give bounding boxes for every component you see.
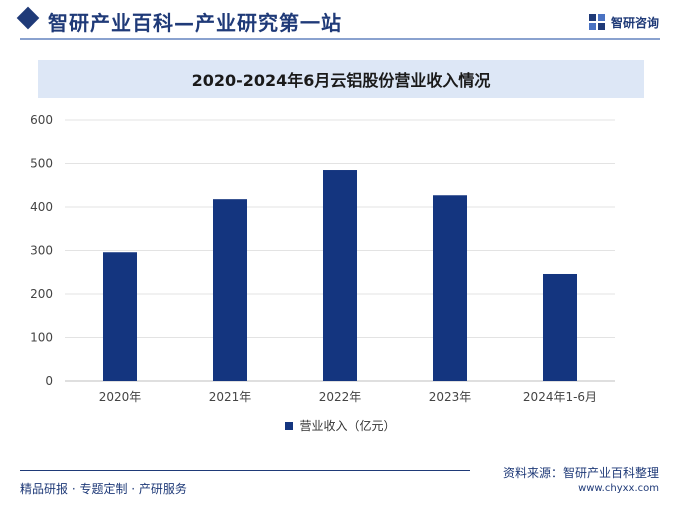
legend-swatch [285,421,294,430]
y-tick-label: 500 [30,157,53,171]
footer-tagline: 精品研报 · 专题定制 · 产研服务 [20,482,187,496]
header: 智研产业百科—产业研究第一站 智研咨询 [0,0,681,44]
x-tick-label: 2020年 [99,390,142,404]
bar [103,252,137,381]
brand-name: 智研咨询 [610,15,659,30]
legend-label: 营业收入（亿元） [299,419,396,433]
footer-divider [20,470,470,471]
x-tick-label: 2021年 [209,390,252,404]
bar [323,170,357,381]
legend: 营业收入（亿元） [0,417,681,434]
brand-logo-icon [588,14,605,30]
x-tick-label: 2023年 [429,390,472,404]
bars [103,170,577,381]
website-url: www.chyxx.com [578,483,659,494]
x-tick-label: 2024年1-6月 [523,390,597,404]
bar [433,195,467,381]
y-tick-label: 100 [30,331,53,345]
bar [213,199,247,381]
header-title: 智研产业百科—产业研究第一站 [48,11,342,35]
y-tick-label: 200 [30,287,53,301]
y-tick-label: 600 [30,113,53,127]
y-tick-label: 300 [30,244,53,258]
source-note: 资料来源：智研产业百科整理 [502,466,659,480]
x-tick-label: 2022年 [319,390,362,404]
bar [543,273,577,381]
y-tick-label: 0 [45,374,53,388]
chart-title-band: 2020-2024年6月云铝股份营业收入情况 [38,60,644,98]
brand: 智研咨询 [588,13,659,31]
axis-labels: 0 100 200 300 400 500 600 2020年 2021年 2022年 2023年 2… [30,113,597,404]
header-divider [20,38,660,40]
y-tick-label: 400 [30,200,53,214]
chart-title: 2020-2024年6月云铝股份营业收入情况 [191,71,491,90]
